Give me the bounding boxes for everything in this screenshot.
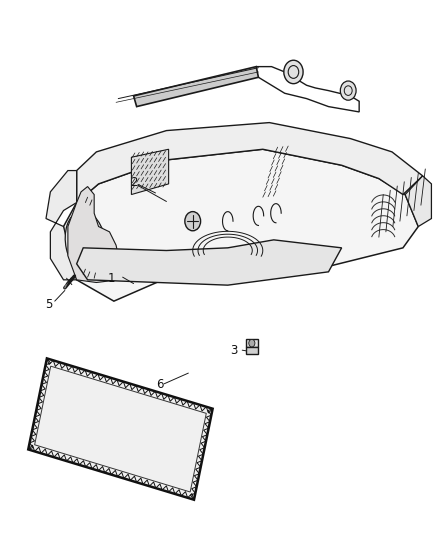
Polygon shape [77,240,342,285]
Polygon shape [131,149,169,195]
Polygon shape [246,340,258,347]
Polygon shape [134,67,258,107]
Text: 6: 6 [156,378,164,391]
Polygon shape [246,347,258,353]
Text: 1: 1 [108,272,116,285]
Text: 3: 3 [231,344,238,357]
Polygon shape [405,176,431,227]
Polygon shape [64,149,418,301]
Ellipse shape [65,211,106,274]
Circle shape [284,60,303,84]
Polygon shape [77,123,423,203]
Text: 2: 2 [130,176,138,189]
Polygon shape [46,171,77,280]
Text: 5: 5 [46,298,53,311]
Circle shape [340,81,356,100]
Polygon shape [68,187,120,282]
Circle shape [185,212,201,231]
Circle shape [249,340,255,347]
Polygon shape [28,358,212,500]
